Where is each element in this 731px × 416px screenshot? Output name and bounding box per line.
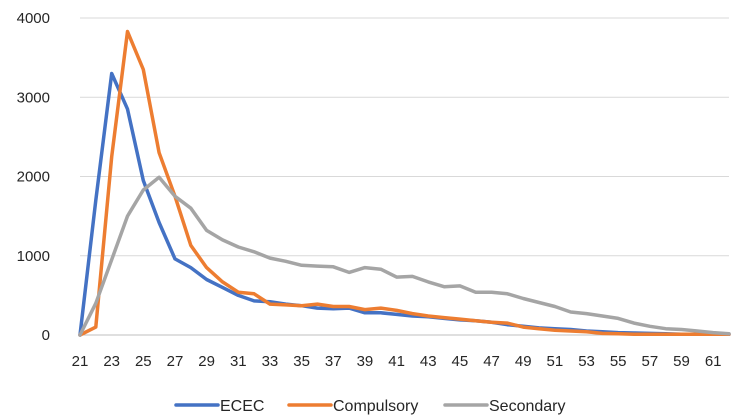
y-tick-label: 1000 bbox=[17, 248, 50, 265]
series-line-compulsory bbox=[78, 29, 731, 337]
x-tick-label: 25 bbox=[135, 353, 152, 370]
legend-item-compulsory: Compulsory bbox=[287, 398, 418, 415]
x-tick-label: 61 bbox=[705, 353, 722, 370]
x-tick-label: 49 bbox=[515, 353, 532, 370]
legend-label: Secondary bbox=[489, 398, 566, 415]
legend: ECEC Compulsory Secondary bbox=[174, 398, 566, 415]
legend-label: ECEC bbox=[220, 398, 264, 415]
series-line-secondary bbox=[78, 175, 731, 337]
x-tick-label: 41 bbox=[388, 353, 405, 370]
x-axis: 21 23 25 27 29 31 33 35 37 39 41 43 45 47 49 51 53 55 57 59… bbox=[72, 353, 722, 370]
x-tick-label: 39 bbox=[357, 353, 374, 370]
grid-lines bbox=[80, 17, 729, 336]
y-axis: 0 1000 2000 3000 4000 bbox=[17, 10, 50, 344]
x-tick-label: 21 bbox=[72, 353, 89, 370]
legend-item-secondary: Secondary bbox=[443, 398, 566, 415]
x-tick-label: 57 bbox=[642, 353, 659, 370]
legend-label: Compulsory bbox=[333, 398, 418, 415]
x-tick-label: 45 bbox=[452, 353, 469, 370]
y-tick-label: 2000 bbox=[17, 169, 50, 186]
x-tick-label: 53 bbox=[578, 353, 595, 370]
x-tick-label: 51 bbox=[547, 353, 564, 370]
x-tick-label: 23 bbox=[103, 353, 120, 370]
y-tick-label: 0 bbox=[42, 327, 50, 344]
legend-item-ecec: ECEC bbox=[174, 398, 264, 415]
x-tick-label: 29 bbox=[198, 353, 215, 370]
x-tick-label: 31 bbox=[230, 353, 247, 370]
x-tick-label: 33 bbox=[262, 353, 279, 370]
y-tick-label: 3000 bbox=[17, 89, 50, 106]
series-lines bbox=[78, 29, 731, 337]
x-tick-label: 47 bbox=[483, 353, 500, 370]
x-tick-label: 43 bbox=[420, 353, 437, 370]
x-tick-label: 35 bbox=[293, 353, 310, 370]
x-tick-label: 55 bbox=[610, 353, 627, 370]
y-tick-label: 4000 bbox=[17, 10, 50, 27]
x-tick-label: 37 bbox=[325, 353, 342, 370]
x-tick-label: 59 bbox=[673, 353, 690, 370]
x-tick-label: 27 bbox=[167, 353, 184, 370]
